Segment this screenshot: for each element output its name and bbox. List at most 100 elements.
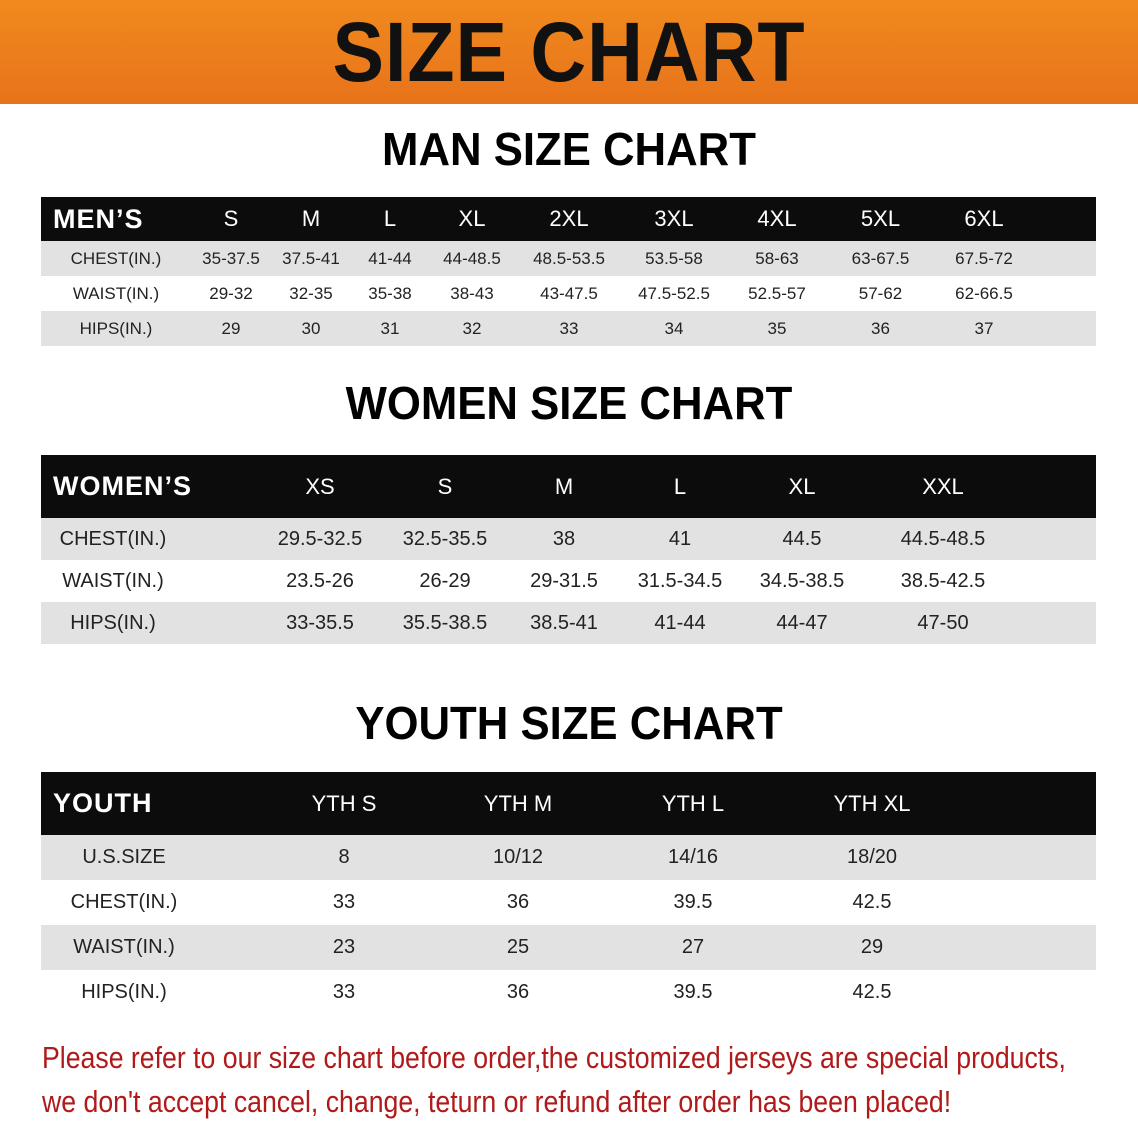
size-header: L [673, 473, 687, 499]
cell-value: 36 [871, 318, 890, 338]
cell-value: 23.5-26 [286, 569, 354, 592]
table-row: CHEST(IN.) 29.5-32.5 32.5-35.5 38 41 44.5 44.5… [41, 518, 1096, 560]
cell-value: 31.5-34.5 [637, 569, 723, 592]
cell-value: 32-35 [289, 283, 333, 303]
cell-value: 29 [221, 318, 241, 338]
size-header: YTH S [311, 790, 377, 816]
cell-value: 48.5-53.5 [533, 248, 605, 268]
table-row: CHEST(IN.) 33 36 39.5 42.5 [41, 880, 1096, 925]
cell-value: 42.5 [852, 981, 892, 1003]
row-label: CHEST(IN.) [70, 248, 162, 268]
size-header: XS [305, 473, 335, 499]
cell-value: 47.5-52.5 [638, 283, 710, 303]
cell-value: 32.5-35.5 [402, 527, 488, 550]
cell-value: 41-44 [654, 611, 706, 634]
cell-value: 39.5 [673, 891, 713, 913]
cell-value: 35 [767, 318, 787, 338]
table-row: WAIST(IN.) 29-32 32-35 35-38 38-43 43-47.5 47.… [41, 276, 1096, 311]
size-header: YTH XL [833, 790, 911, 816]
header-row: WOMEN’S XS S M L XL XXL [41, 455, 1096, 518]
size-header: 4XL [757, 206, 797, 231]
cell-value: 33 [332, 891, 356, 913]
cell-value: 35-38 [368, 283, 412, 303]
row-label: WAIST(IN.) [73, 936, 175, 958]
cell-value: 29.5-32.5 [277, 527, 363, 550]
header-label: MEN’S [53, 203, 144, 234]
size-header: 3XL [654, 206, 694, 231]
youth-size-table: YOUTH YTH S YTH M YTH L YTH XL U.S.SIZE 8 10/12… [41, 772, 1096, 1015]
row-label: HIPS(IN.) [79, 318, 153, 338]
size-header: XL [458, 206, 486, 231]
cell-value: 58-63 [755, 248, 799, 268]
row-label: CHEST(IN.) [70, 891, 178, 913]
table-row: WAIST(IN.) 23 25 27 29 [41, 925, 1096, 970]
row-label: WAIST(IN.) [72, 283, 160, 303]
policy-note-line1: Please refer to our size chart before or… [42, 1040, 1066, 1075]
cell-value: 34 [664, 318, 684, 338]
cell-value: 23 [332, 936, 356, 958]
men-title: MAN SIZE CHART [382, 123, 756, 175]
cell-value: 29 [860, 936, 884, 958]
cell-value: 41 [668, 527, 692, 550]
women-title: WOMEN SIZE CHART [345, 377, 793, 429]
cell-value: 38.5-41 [530, 611, 598, 634]
cell-value: 36 [506, 891, 530, 913]
policy-note-line2: we don't accept cancel, change, teturn o… [42, 1084, 952, 1119]
cell-value: 10/12 [492, 846, 544, 868]
cell-value: 37 [974, 318, 994, 338]
cell-value: 37.5-41 [282, 248, 340, 268]
row-label: HIPS(IN.) [81, 981, 167, 1003]
cell-value: 43-47.5 [540, 283, 598, 303]
policy-note: Please refer to our size chart before or… [42, 1036, 1066, 1124]
cell-value: 44.5-48.5 [900, 527, 986, 550]
cell-value: 26-29 [419, 569, 471, 592]
cell-value: 33 [559, 318, 579, 338]
cell-value: 33-35.5 [286, 611, 354, 634]
cell-value: 53.5-58 [645, 248, 703, 268]
cell-value: 34.5-38.5 [759, 569, 845, 592]
cell-value: 57-62 [858, 283, 903, 303]
men-size-table: MEN’S S M L XL 2XL 3XL 4XL 5XL 6XL CHEST(IN.) 35-37… [41, 197, 1096, 346]
cell-value: 35.5-38.5 [402, 611, 488, 634]
cell-value: 18/20 [846, 846, 898, 868]
cell-value: 8 [338, 846, 350, 868]
size-header: M [301, 206, 321, 231]
table-row: HIPS(IN.) 33 36 39.5 42.5 [41, 970, 1096, 1015]
size-header: S [437, 473, 453, 499]
cell-value: 42.5 [852, 891, 892, 913]
header-label: YOUTH [53, 788, 153, 818]
size-header: YTH M [483, 790, 553, 816]
cell-value: 30 [301, 318, 321, 338]
cell-value: 44-48.5 [443, 248, 501, 268]
size-header: S [223, 206, 239, 231]
cell-value: 38 [552, 527, 576, 550]
row-label: CHEST(IN.) [59, 527, 167, 550]
row-label: U.S.SIZE [82, 846, 166, 868]
table-row: HIPS(IN.) 33-35.5 35.5-38.5 38.5-41 41-44 44-… [41, 602, 1096, 644]
cell-value: 38.5-42.5 [900, 569, 986, 592]
cell-value: 67.5-72 [955, 248, 1013, 268]
cell-value: 63-67.5 [851, 248, 910, 268]
cell-value: 41-44 [368, 248, 412, 268]
size-header: 6XL [964, 206, 1004, 231]
size-header: L [383, 206, 397, 231]
size-header: 2XL [549, 206, 589, 231]
women-size-table: WOMEN’S XS S M L XL XXL CHEST(IN.) 29.5-32.5 32.5… [41, 455, 1096, 644]
size-header: 5XL [860, 206, 901, 231]
size-header: XXL [922, 473, 964, 499]
cell-value: 62-66.5 [955, 283, 1013, 303]
cell-value: 31 [380, 318, 400, 338]
table-row: CHEST(IN.) 35-37.5 37.5-41 41-44 44-48.5 48.5… [41, 241, 1096, 276]
table-row: HIPS(IN.) 29 30 31 32 33 34 35 36 37 [41, 311, 1096, 346]
cell-value: 39.5 [673, 981, 713, 1003]
cell-value: 35-37.5 [202, 248, 260, 268]
header-label: WOMEN’S [53, 471, 192, 501]
cell-value: 36 [506, 981, 530, 1003]
header-row: YOUTH YTH S YTH M YTH L YTH XL [41, 772, 1096, 835]
header-row: MEN’S S M L XL 2XL 3XL 4XL 5XL 6XL [41, 197, 1096, 241]
cell-value: 38-43 [450, 283, 494, 303]
row-label: HIPS(IN.) [70, 611, 156, 634]
cell-value: 32 [462, 318, 482, 338]
cell-value: 52.5-57 [748, 283, 806, 303]
youth-title: YOUTH SIZE CHART [355, 697, 783, 749]
